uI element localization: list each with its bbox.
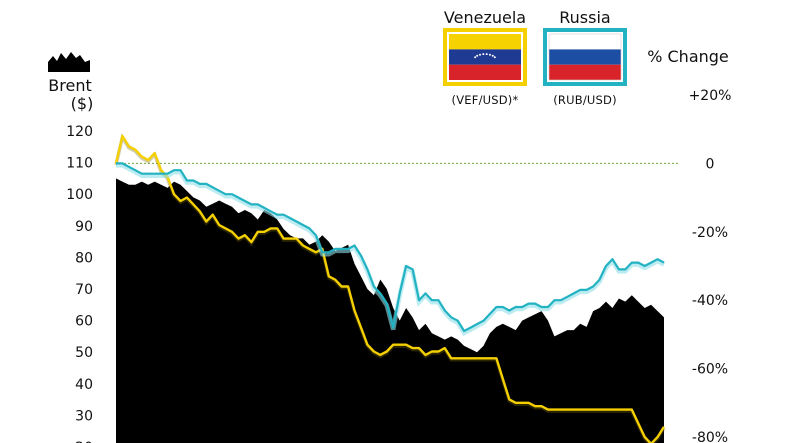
legend: Venezuela (VEF/USD)* Russia (RUB/USD) [443, 8, 627, 107]
left-axis-ticks: 120 110 100 90 80 70 60 50 40 30 20 [66, 124, 93, 443]
right-axis-label: % Change [647, 47, 729, 66]
right-tick-label: +20% [689, 88, 732, 104]
left-tick-label: 20 [75, 440, 93, 443]
left-tick-label: 120 [66, 124, 93, 140]
right-tick-label: -40% [692, 293, 728, 309]
legend-russia-frame [543, 28, 627, 86]
russia-line [116, 162, 665, 333]
left-tick-label: 50 [75, 345, 93, 361]
right-tick-label: 0 [706, 156, 715, 172]
left-tick-label: 90 [75, 219, 93, 235]
left-axis-label-line2: ($) [71, 94, 94, 113]
left-tick-label: 100 [66, 187, 93, 203]
left-axis-label-line1: Brent [48, 76, 91, 95]
legend-venezuela-name: Venezuela [444, 8, 526, 27]
venezuela-line [114, 134, 666, 443]
left-tick-label: 40 [75, 377, 93, 393]
venezuela-flag-icon [449, 34, 521, 80]
legend-russia-name: Russia [559, 8, 610, 27]
legend-russia-code: (RUB/USD) [553, 93, 617, 107]
left-tick-label: 60 [75, 314, 93, 330]
legend-venezuela-code: (VEF/USD)* [452, 93, 519, 107]
russia-flag-icon [548, 33, 622, 81]
left-tick-label: 80 [75, 250, 93, 266]
left-tick-label: 30 [75, 408, 93, 424]
legend-venezuela-frame [443, 28, 527, 86]
left-tick-label: 70 [75, 282, 93, 298]
right-tick-label: -20% [692, 225, 728, 241]
right-tick-label: -60% [692, 362, 728, 378]
right-axis-ticks: +20% 0 -20% -40% -60% -80% [689, 88, 732, 443]
right-tick-label: -80% [692, 430, 728, 443]
oil-icon [48, 52, 90, 72]
left-tick-label: 110 [66, 156, 93, 172]
